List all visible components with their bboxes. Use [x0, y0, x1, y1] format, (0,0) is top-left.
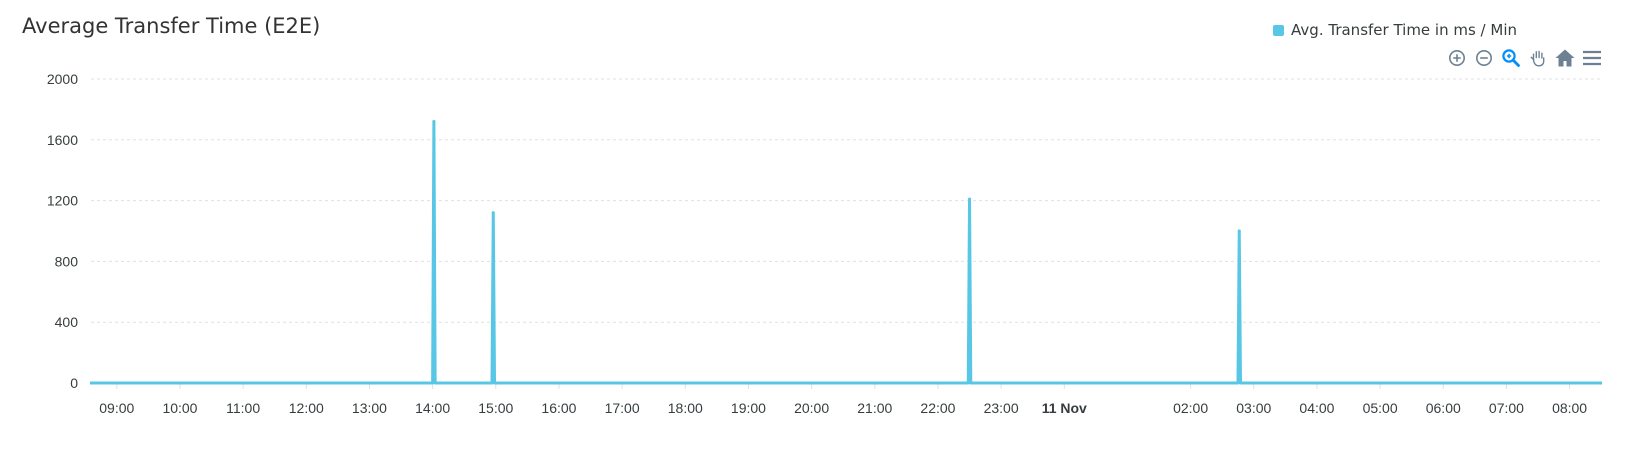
- x-tick-label: 11 Nov: [1042, 400, 1087, 416]
- data-point: [968, 197, 972, 201]
- reset-home-icon[interactable]: [1554, 47, 1576, 69]
- x-tick-label: 08:00: [1552, 400, 1587, 416]
- data-point: [1237, 229, 1241, 233]
- chart-title: Average Transfer Time (E2E): [22, 14, 321, 38]
- data-point: [432, 120, 436, 124]
- x-tick-label: 02:00: [1173, 400, 1208, 416]
- legend-label: Avg. Transfer Time in ms / Min: [1291, 21, 1517, 39]
- series-area: [90, 121, 1602, 383]
- menu-icon[interactable]: [1581, 47, 1603, 69]
- x-tick-label: 11:00: [226, 400, 260, 416]
- pan-icon[interactable]: [1527, 47, 1549, 69]
- x-tick-label: 03:00: [1236, 400, 1271, 416]
- x-tick-label: 06:00: [1426, 400, 1461, 416]
- zoom-in-icon[interactable]: [1446, 47, 1468, 69]
- y-tick-label: 0: [70, 375, 78, 391]
- y-tick-label: 400: [55, 314, 79, 330]
- x-tick-label: 17:00: [605, 400, 640, 416]
- y-tick-label: 1600: [47, 132, 78, 148]
- x-tick-label: 04:00: [1299, 400, 1334, 416]
- legend[interactable]: Avg. Transfer Time in ms / Min: [1273, 21, 1517, 39]
- series-line: [90, 120, 1602, 385]
- legend-marker: [1273, 24, 1285, 36]
- data-point: [491, 211, 495, 215]
- x-tick-label: 12:00: [289, 400, 324, 416]
- y-tick-label: 1200: [47, 193, 78, 209]
- y-tick-label: 2000: [47, 71, 78, 87]
- x-tick-label: 16:00: [541, 400, 576, 416]
- x-tick-label: 14:00: [415, 400, 450, 416]
- selection-zoom-icon[interactable]: [1500, 47, 1522, 69]
- x-tick-label: 05:00: [1363, 400, 1398, 416]
- x-tick-label: 13:00: [352, 400, 387, 416]
- x-tick-label: 10:00: [162, 400, 197, 416]
- x-tick-label: 23:00: [984, 400, 1019, 416]
- x-tick-label: 15:00: [478, 400, 513, 416]
- chart-toolbar: [1446, 46, 1603, 70]
- y-tick-label: 800: [55, 253, 79, 269]
- x-tick-label: 09:00: [99, 400, 134, 416]
- x-tick-label: 19:00: [731, 400, 766, 416]
- x-tick-label: 18:00: [668, 400, 703, 416]
- x-tick-label: 21:00: [857, 400, 892, 416]
- zoom-out-icon[interactable]: [1473, 47, 1495, 69]
- x-tick-label: 22:00: [920, 400, 955, 416]
- x-tick-label: 20:00: [794, 400, 829, 416]
- x-tick-label: 07:00: [1489, 400, 1524, 416]
